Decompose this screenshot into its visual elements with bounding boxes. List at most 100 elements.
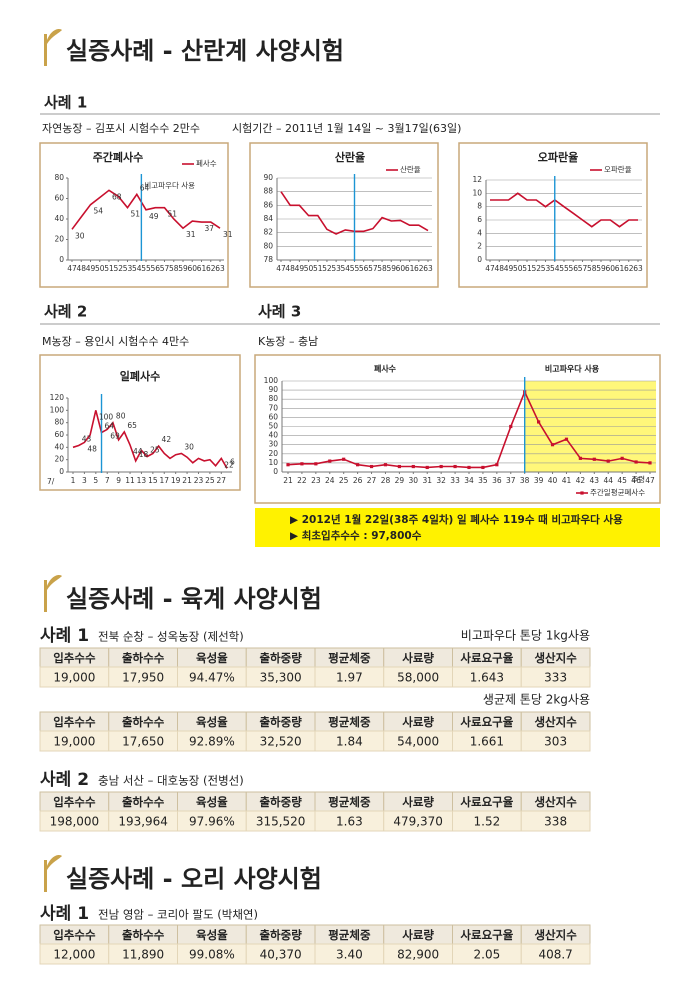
cell: [520, 730, 591, 752]
data-point: [509, 424, 513, 429]
y-tick-label: 8: [477, 202, 482, 211]
chart-frame: [39, 354, 241, 491]
x-tick-label: 63: [633, 264, 643, 273]
cell: [520, 810, 591, 832]
case-label: 사례 1: [40, 626, 89, 646]
x-tick-label: 11: [125, 476, 135, 485]
note-box: [255, 508, 660, 547]
x-tick-label: 45: [617, 476, 627, 485]
header-text: 출하중량: [259, 651, 302, 665]
y-tick-label: 86: [263, 200, 273, 209]
data-point: [578, 456, 582, 460]
x-tick-label: 59: [386, 264, 396, 273]
case-label: 사례 1: [44, 94, 87, 112]
header-text: 생산지수: [534, 795, 577, 809]
x-tick-label: 59: [596, 264, 606, 273]
header-text: 육성율: [196, 715, 228, 729]
x-tick-label: 17: [159, 476, 169, 485]
header-text: 사료량: [402, 928, 434, 942]
y-tick-label: 120: [50, 393, 65, 402]
x-tick-label: 52: [531, 264, 541, 273]
x-tick-label: 32: [436, 476, 446, 485]
data-point: [439, 464, 443, 469]
cell-text: 2.05: [474, 948, 501, 962]
x-tick-label: 21: [182, 476, 192, 485]
cell-text: 3.40: [336, 948, 363, 962]
y-tick-label: 50: [268, 422, 278, 431]
x-tick-label: 53: [123, 264, 133, 273]
x-tick-label: 21: [283, 476, 293, 485]
header-text: 평균체중: [328, 928, 371, 942]
cell-text: 1.52: [474, 815, 501, 829]
data-point: [342, 457, 346, 461]
data-label: 100: [99, 412, 114, 421]
x-tick-label: 56: [359, 264, 369, 273]
note: ▶ 최초입추수수 : 97,800수: [290, 529, 422, 542]
legend-label: 폐사수: [196, 158, 217, 168]
cell-text: 19,000: [53, 735, 95, 749]
data-label: 6: [230, 457, 235, 466]
data-point: [356, 463, 360, 467]
x-tick-label: 13: [137, 476, 147, 485]
y-tick-label: 6: [477, 215, 482, 224]
y-tick-label: 40: [54, 442, 64, 451]
chart-title: 일폐사수: [120, 369, 160, 383]
data-line: [71, 189, 221, 230]
data-point: [286, 463, 290, 467]
data-label: 54: [94, 207, 104, 216]
icon: [44, 855, 62, 892]
data-label: 49: [149, 212, 159, 221]
cell-text: 92.89%: [189, 735, 235, 749]
y-tick-label: 70: [268, 403, 278, 412]
cell-text: 54,000: [397, 735, 439, 749]
x-tick-label: 48: [494, 264, 504, 273]
x-tick-label: 51: [313, 264, 323, 273]
cell-text: 82,900: [397, 948, 439, 962]
header-text: 사료요구율: [460, 795, 513, 809]
case-label: 사례 3: [258, 303, 301, 321]
x-tick-label: 51: [104, 264, 114, 273]
cell-text: 1.661: [470, 735, 504, 749]
header-text: 사료요구율: [460, 928, 513, 942]
x-tick-label: 48: [285, 264, 295, 273]
header-text: 입추수수: [53, 795, 96, 809]
cell-text: 1.643: [470, 671, 504, 685]
header-text: 생산지수: [534, 715, 577, 729]
data-point: [620, 456, 624, 460]
data-point: [648, 461, 652, 465]
data-point: [328, 459, 332, 463]
cell-text: 303: [544, 735, 567, 749]
x-tick-label: 61: [405, 264, 415, 273]
x-axis-label: 7/: [47, 477, 55, 486]
y-tick-label: 60: [268, 412, 278, 421]
y-tick-label: 20: [268, 449, 278, 458]
header-text: 출하수수: [122, 651, 165, 665]
x-tick-label: 54: [132, 264, 142, 273]
y-tick-label: 80: [268, 394, 278, 403]
header-text: 생산지수: [534, 928, 577, 942]
data-point: [314, 462, 318, 466]
y-tick-label: 0: [477, 255, 482, 264]
data-label: 30: [184, 443, 194, 452]
icon: [44, 575, 62, 612]
data-label: 65: [127, 421, 137, 430]
chart-frame: [458, 142, 648, 288]
y-tick-label: 100: [50, 405, 65, 414]
x-tick-label: 7: [105, 476, 110, 485]
data-point: [467, 465, 471, 470]
x-tick-label: 48: [76, 264, 86, 273]
x-tick-label: 52: [113, 264, 123, 273]
section-title: 실증사례 - 산란계 사양시험: [66, 37, 344, 65]
cell-text: 408.7: [538, 948, 572, 962]
chart-title: 주간폐사수: [93, 150, 144, 164]
x-axis-label: 주령: [631, 475, 645, 484]
case-label: 사례 2: [40, 770, 89, 790]
x-tick-label: 49: [86, 264, 96, 273]
data-point: [495, 463, 499, 467]
x-tick-label: 19: [171, 476, 181, 485]
x-tick-label: 58: [169, 264, 179, 273]
y-tick-label: 2: [477, 242, 482, 251]
data-line: [72, 410, 228, 469]
data-point: [634, 460, 638, 464]
data-label: 80: [116, 412, 126, 421]
